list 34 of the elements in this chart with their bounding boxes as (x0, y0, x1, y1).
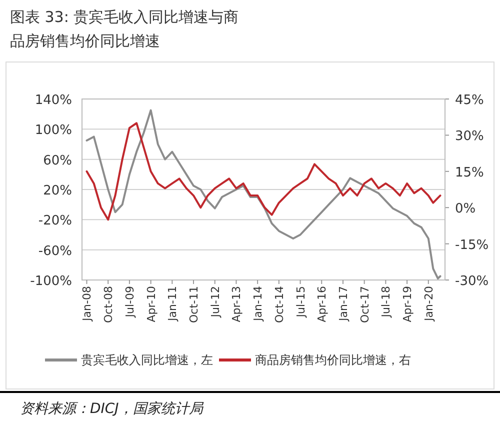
legend-label: 贵宾毛收入同比增速，左 (81, 353, 213, 367)
x-tick-label: Jul-12 (208, 286, 222, 318)
x-tick-label: Oct-08 (102, 286, 116, 323)
y2-tick-label: 45% (455, 93, 484, 108)
y-tick-label: 60% (43, 153, 72, 168)
x-tick-label: Jan-11 (166, 286, 180, 322)
x-tick-label: Jan-08 (80, 286, 94, 322)
y2-tick-label: 0% (455, 202, 476, 217)
legend-label: 商品房销售均价同比增速，右 (255, 353, 411, 367)
x-tick-label: Apr-10 (144, 286, 158, 322)
x-tick-label: Oct-11 (188, 286, 201, 323)
x-tick-label: Oct-17 (358, 286, 372, 323)
x-tick-label: Apr-19 (401, 286, 414, 322)
y-tick-label: -100% (30, 274, 72, 289)
x-tick-label: Jan-14 (252, 286, 265, 322)
y-tick-label: -20% (38, 214, 72, 229)
x-tick-label: Jul-09 (123, 286, 136, 318)
x-tick-label: Apr-13 (230, 286, 244, 322)
y-tick-label: -60% (38, 244, 72, 259)
title: 图表 33: 贵宾毛收入同比增速与商品房销售均价同比增速 (10, 8, 239, 50)
x-tick-label: Apr-16 (316, 286, 329, 322)
x-tick-label: Jul-18 (380, 286, 393, 318)
y2-tick-label: 30% (455, 129, 484, 144)
y-tick-label: 20% (43, 184, 72, 198)
y-tick-label: 140% (34, 93, 72, 108)
y2-tick-label: -15% (455, 238, 489, 253)
text: 资料来源：DICJ，国家统计局 (20, 401, 204, 417)
y2-tick-label: -30% (455, 274, 489, 289)
x-tick-label: Jan-17 (336, 286, 350, 322)
y2-tick-label: 15% (455, 165, 484, 180)
x-tick-label: Oct-14 (272, 286, 286, 323)
x-tick-label: Jan-20 (422, 286, 436, 322)
y-tick-label: 100% (34, 123, 72, 138)
x-tick-label: Jul-15 (294, 286, 308, 318)
